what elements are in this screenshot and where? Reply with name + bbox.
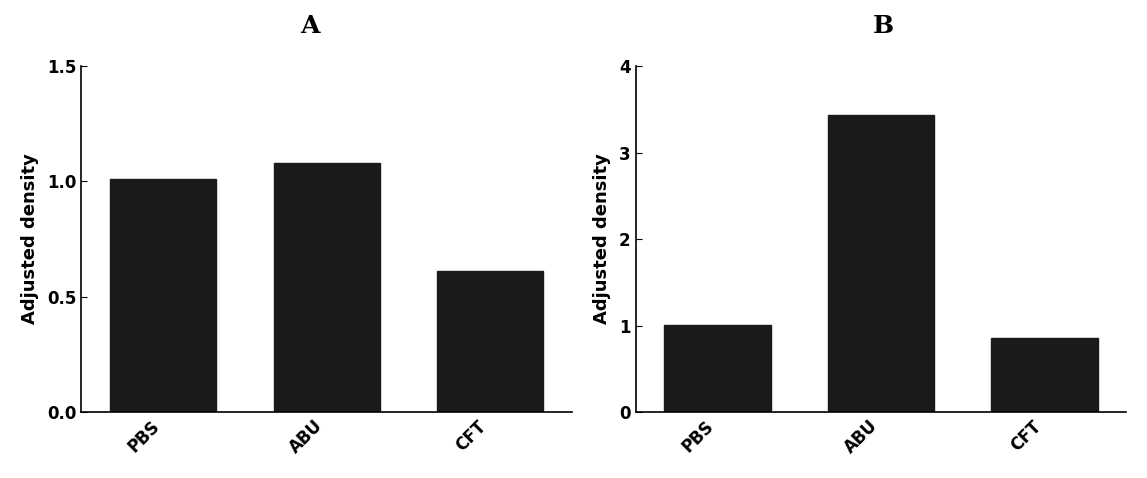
Bar <box>991 337 1098 412</box>
Y-axis label: Adjusted density: Adjusted density <box>593 153 611 325</box>
Text: B: B <box>873 14 894 38</box>
Bar <box>273 163 380 412</box>
Bar <box>437 272 544 412</box>
Text: A: A <box>299 14 320 38</box>
Bar <box>828 115 934 412</box>
Y-axis label: Adjusted density: Adjusted density <box>21 153 39 325</box>
Bar <box>664 325 771 412</box>
Bar <box>110 179 217 412</box>
